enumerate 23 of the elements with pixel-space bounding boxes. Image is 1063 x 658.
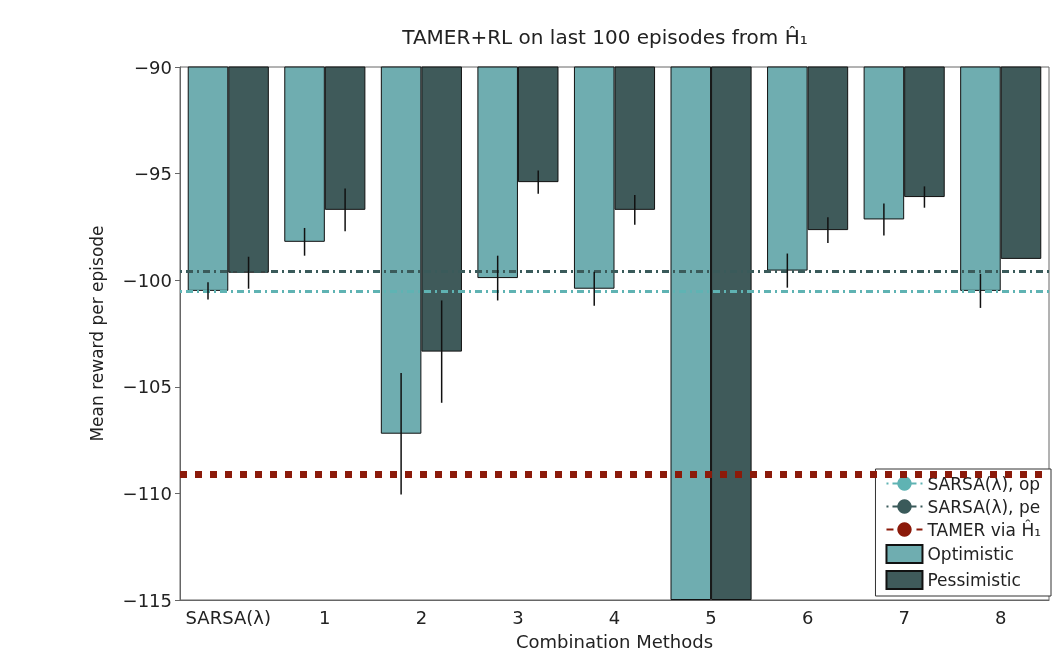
y-axis-title: Mean reward per episode	[86, 225, 107, 442]
x-tick-label: 7	[898, 606, 910, 628]
y-tick-label: −90	[134, 56, 172, 78]
x-tick-label: 3	[512, 606, 524, 628]
y-tick-label: −105	[122, 376, 172, 398]
legend-label: Pessimistic	[927, 570, 1021, 590]
x-tick-label: 4	[608, 606, 621, 628]
x-tick-label: 8	[995, 606, 1007, 628]
x-tick-label: SARSA(λ)	[185, 606, 271, 628]
legend-label: Optimistic	[927, 544, 1014, 564]
y-tick-label: −100	[122, 269, 172, 291]
y-tick-label: −95	[134, 163, 172, 185]
legend-label: TAMER via Ĥ₁	[926, 518, 1042, 540]
legend-label: SARSA(λ), pe	[927, 496, 1041, 517]
x-tick-label: 6	[801, 606, 814, 628]
x-axis-title: Combination Methods	[515, 630, 714, 652]
x-tick-label: 1	[319, 606, 331, 628]
chart-title: TAMER+RL on last 100 episodes from Ĥ₁	[401, 25, 808, 49]
x-tick-label: 2	[415, 606, 428, 628]
legend-label: SARSA(λ), op	[927, 473, 1041, 494]
y-tick-label: −115	[122, 589, 172, 611]
x-tick-label: 5	[705, 606, 717, 628]
y-tick-label: −110	[122, 482, 172, 504]
